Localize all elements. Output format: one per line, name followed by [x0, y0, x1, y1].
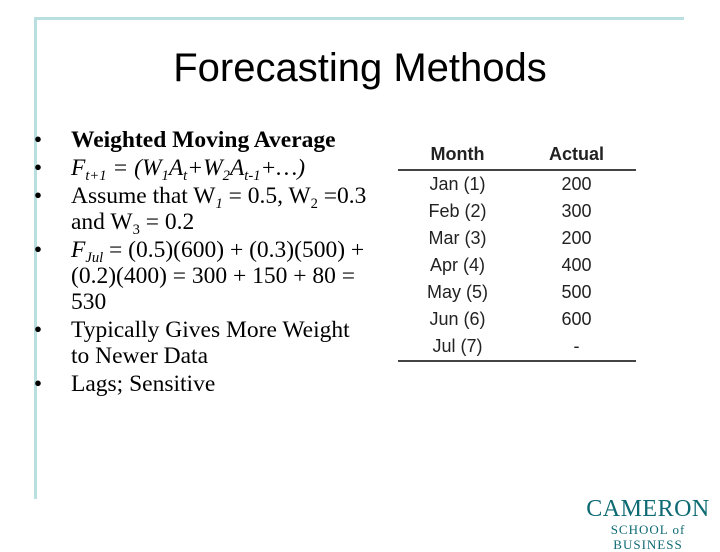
demand-table: Month Actual Jan (1) 200 Feb (2) 300 Mar (… — [398, 140, 636, 362]
table-row: Apr (4) 400 — [398, 252, 636, 279]
bullet-list: • Weighted Moving Average • Ft+1 = (W1At… — [28, 127, 373, 399]
table-row: May (5) 500 — [398, 279, 636, 306]
bullet-weighted-moving-average: • Weighted Moving Average — [28, 127, 373, 153]
bullet-dot: • — [33, 317, 43, 343]
forecast-f: F — [71, 237, 86, 263]
weight-sub: 1 — [215, 196, 223, 213]
header-month: Month — [398, 140, 517, 171]
bullet-text: Lags; Sensitive — [71, 371, 216, 397]
cell-actual: 400 — [561, 255, 592, 275]
formula-sub: t — [183, 168, 188, 185]
cell-month: Jan (1) — [429, 174, 486, 194]
bullet-dot: • — [33, 155, 43, 181]
table-row: Jan (1) 200 — [398, 170, 636, 198]
cell-month: Apr (4) — [429, 255, 485, 275]
formula-sub: 2 — [222, 168, 230, 185]
formula-part: A — [168, 155, 184, 181]
formula-f: F — [71, 155, 86, 181]
formula-part: +W — [187, 155, 223, 181]
table-row: Jul (7) - — [398, 333, 636, 362]
bullet-dot: • — [33, 237, 43, 263]
logo-line2: SCHOOL of BUSINESS — [610, 522, 686, 552]
table-row: Mar (3) 200 — [398, 225, 636, 252]
cell-actual: 600 — [561, 309, 592, 329]
header-actual: Actual — [517, 140, 636, 171]
formula-sub: t-1 — [244, 168, 261, 185]
bullet-dot: • — [33, 371, 43, 397]
bullet-assume-weights: • Assume that W1 = 0.5, W2 =0.3 and W3 =… — [28, 183, 373, 239]
logo-line1: CAMERON — [586, 496, 710, 522]
bullet-text: Typically Gives More Weight to Newer Dat… — [71, 317, 350, 369]
bullet-text: = (0.5)(600) + (0.3)(500) + (0.2)(400) =… — [71, 237, 365, 315]
cell-month: Jul (7) — [398, 333, 517, 362]
table-row: Feb (2) 300 — [398, 198, 636, 225]
cell-actual: 300 — [561, 201, 592, 221]
formula-part: +…) — [260, 155, 306, 181]
cell-actual: 200 — [561, 174, 592, 194]
bullet-newer-data: • Typically Gives More Weight to Newer D… — [28, 317, 373, 369]
bullet-formula: • Ft+1 = (W1At+W2At-1+…) — [28, 155, 373, 185]
bullet-text: =0.3 and W — [71, 183, 367, 235]
table-row: Jun (6) 600 — [398, 306, 636, 333]
cell-actual: 200 — [561, 228, 592, 248]
formula-part: = (W — [106, 155, 162, 181]
slide-frame-left — [34, 17, 37, 499]
bullet-dot: • — [33, 127, 43, 153]
bullet-dot: • — [33, 183, 43, 209]
formula-part: A — [229, 155, 245, 181]
weight-sub: 3 — [132, 222, 140, 239]
cell-month: May (5) — [426, 282, 488, 302]
table-header-row: Month Actual — [398, 140, 636, 171]
cell-month: Mar (3) — [428, 228, 487, 248]
bullet-text: Weighted Moving Average — [71, 127, 336, 153]
cell-actual: 500 — [561, 282, 592, 302]
formula-sub: 1 — [161, 168, 169, 185]
bullet-july-forecast: • FJul = (0.5)(600) + (0.3)(500) + (0.2)… — [28, 237, 373, 315]
weight-sub: 2 — [310, 196, 318, 213]
formula-sub: t+1 — [85, 168, 107, 185]
cell-actual: - — [517, 333, 636, 362]
bullet-lags-sensitive: • Lags; Sensitive — [28, 371, 373, 397]
slide-frame-top — [36, 17, 684, 20]
bullet-text: Assume that W — [71, 183, 216, 209]
forecast-sub: Jul — [85, 250, 104, 267]
cameron-logo: CAMERON SCHOOL of BUSINESS — [583, 496, 713, 552]
cell-month: Feb (2) — [428, 201, 487, 221]
bullet-text: = 0.2 — [139, 209, 195, 235]
bullet-text: = 0.5, W — [222, 183, 311, 209]
cell-month: Jun (6) — [429, 309, 486, 329]
slide-title: Forecasting Methods — [173, 46, 547, 90]
